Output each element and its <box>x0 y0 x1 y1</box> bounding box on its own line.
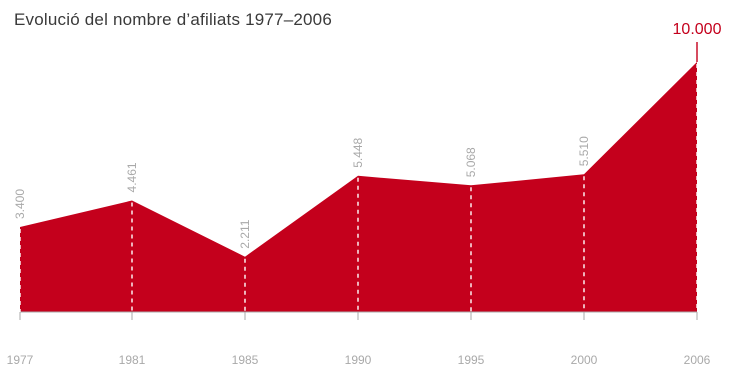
chart-title: Evolució del nombre d’afiliats 1977–2006 <box>14 10 332 29</box>
data-label-1985: 2.211 <box>238 219 252 248</box>
x-tick-label-1985: 1985 <box>232 353 259 367</box>
x-tick-label-1981: 1981 <box>119 353 146 367</box>
x-tick-label-1995: 1995 <box>458 353 485 367</box>
x-tick-label-2006: 2006 <box>684 353 711 367</box>
data-label-2006: 10.000 <box>673 21 722 38</box>
x-tick-label-1990: 1990 <box>345 353 372 367</box>
data-label-1995: 5.068 <box>464 147 478 177</box>
x-tick-label-1977: 1977 <box>7 353 34 367</box>
data-label-1990: 5.448 <box>351 137 365 167</box>
data-label-1977: 3.400 <box>13 189 27 219</box>
data-label-1981: 4.461 <box>125 162 139 192</box>
x-tick-label-2000: 2000 <box>571 353 598 367</box>
data-label-2000: 5.510 <box>577 136 591 166</box>
